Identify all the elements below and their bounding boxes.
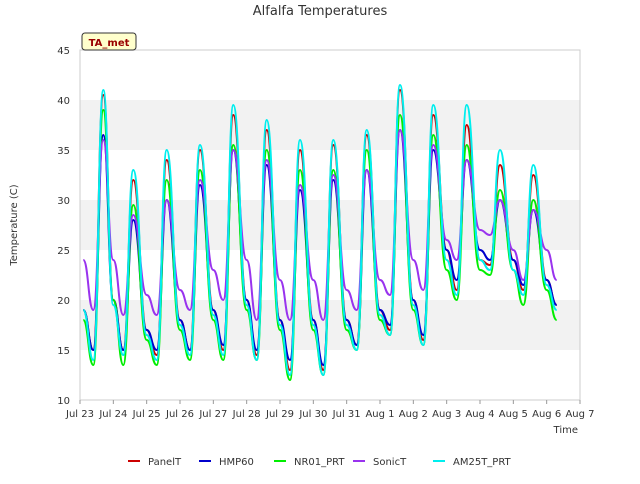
y-tick-label: 10 — [57, 396, 70, 407]
x-tick-label: Aug 6 — [532, 409, 561, 420]
plot-area — [79, 49, 581, 401]
chart-title: Alfalfa Temperatures — [253, 4, 388, 19]
x-tick-label: Aug 7 — [565, 409, 594, 420]
grid-band — [80, 100, 580, 150]
x-tick-label: Jul 24 — [98, 409, 127, 420]
y-tick-label: 30 — [57, 196, 70, 207]
y-tick-label: 15 — [57, 346, 70, 357]
x-tick-label: Aug 4 — [465, 409, 494, 420]
x-axis: Jul 23 Jul 24 Jul 25 Jul 26 Jul 27 Jul 28 Jul … — [65, 400, 595, 420]
legend-label: PanelT — [148, 457, 182, 468]
legend-label: NR01_PRT — [294, 457, 345, 468]
x-tick-label: Jul 29 — [265, 409, 294, 420]
y-tick-label: 45 — [57, 46, 70, 57]
x-tick-label: Aug 2 — [399, 409, 428, 420]
grid-band — [80, 250, 580, 300]
y-tick-label: 25 — [57, 246, 70, 257]
grid-band — [80, 50, 580, 100]
grid-band — [80, 300, 580, 350]
x-axis-label: Time — [553, 425, 578, 436]
x-tick-label: Aug 5 — [499, 409, 528, 420]
x-tick-label: Jul 30 — [298, 409, 327, 420]
x-tick-label: Jul 27 — [198, 409, 227, 420]
series-lines — [82, 83, 558, 382]
x-tick-label: Jul 25 — [132, 409, 161, 420]
y-tick-label: 20 — [57, 296, 70, 307]
legend: PanelT HMP60 NR01_PRT SonicT AM25T_PRT — [128, 457, 512, 468]
y-tick-label: 40 — [57, 96, 70, 107]
legend-label: SonicT — [373, 457, 407, 468]
y-axis: 10 15 20 25 30 35 40 45 — [57, 46, 70, 407]
legend-label: AM25T_PRT — [453, 457, 512, 468]
x-tick-label: Jul 28 — [232, 409, 261, 420]
x-tick-label: Jul 31 — [332, 409, 361, 420]
x-tick-label: Jul 26 — [165, 409, 194, 420]
annotation-label: TA_met — [89, 38, 130, 49]
annotation-box: TA_met — [81, 32, 137, 51]
x-tick-label: Aug 1 — [365, 409, 394, 420]
grid-band — [80, 350, 580, 400]
y-axis-label: Temperature (C) — [9, 184, 20, 266]
y-tick-label: 35 — [57, 146, 70, 157]
series-line-am25t-prt — [82, 83, 558, 377]
legend-label: HMP60 — [219, 457, 254, 468]
x-tick-label: Jul 23 — [65, 409, 94, 420]
x-tick-label: Aug 3 — [432, 409, 461, 420]
